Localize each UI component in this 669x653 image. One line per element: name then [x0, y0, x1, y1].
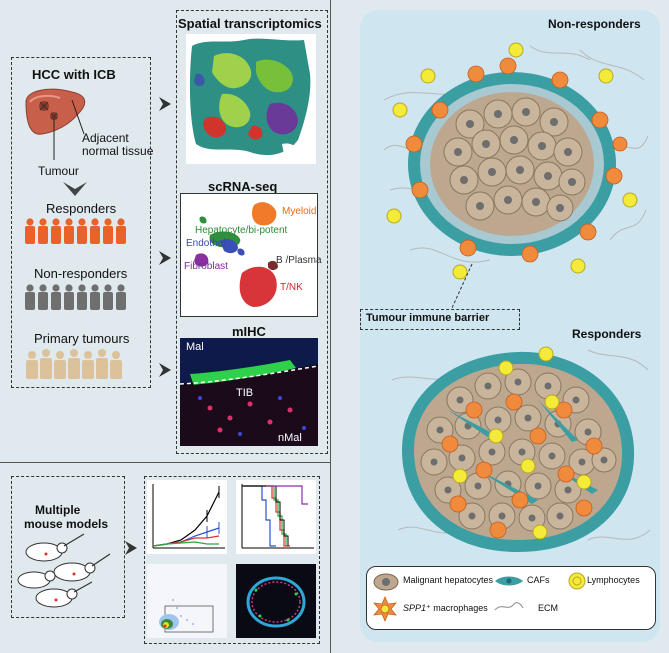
barrier-pointer	[451, 263, 473, 309]
mihc-mal-label: Mal	[186, 341, 204, 353]
legend-lymphocytes: Lymphocytes	[587, 575, 640, 585]
cluster-tnk: T/NK	[280, 282, 303, 293]
liver-illustration	[25, 88, 86, 160]
mouse-title-2: mouse models	[24, 517, 109, 531]
legend-macrophages: SPP1⁺ macrophages	[403, 603, 488, 614]
arrow-right-icon	[159, 97, 171, 111]
fluorescence-image	[236, 564, 316, 638]
mice-illustration	[17, 533, 111, 608]
scrna-umap	[180, 193, 318, 317]
non-responders-people-icon	[25, 284, 126, 310]
legend-ecm: ECM	[538, 603, 558, 613]
barrier-label: Tumour immune barrier	[366, 312, 490, 324]
mouse-results-box	[144, 476, 320, 644]
arrow-right-icon	[159, 363, 171, 377]
responders-people-icon	[25, 218, 126, 244]
spatial-title: Spatial transcriptomics	[178, 16, 322, 31]
spatial-transcriptomics-map	[186, 34, 316, 164]
legend-macrophages-gene: SPP1	[403, 603, 427, 613]
non-responders-label: Non-responders	[34, 266, 128, 281]
adjacent-label-1: Adjacent	[82, 131, 129, 145]
ecm-icon	[494, 602, 524, 611]
adjacent-label-2: normal tissue	[82, 144, 154, 158]
lymphocyte-icon	[568, 572, 586, 590]
primary-people-icon	[26, 349, 122, 379]
mihc-title: mIHC	[232, 324, 266, 339]
malignant-hepatocyte-icon	[373, 573, 399, 591]
mihc-nmal-label: nMal	[278, 432, 302, 444]
macrophage-icon	[373, 596, 397, 622]
survival-plot	[236, 480, 316, 554]
flow-cytometry-plot	[147, 564, 227, 638]
mouse-models-box	[11, 476, 125, 618]
mouse-title-1: Multiple	[35, 503, 81, 517]
arrow-right-icon	[125, 541, 137, 555]
cluster-b-plasma: B /Plasma	[276, 255, 322, 266]
middle-column-box	[176, 10, 328, 454]
chevron-down-icon	[63, 182, 87, 196]
scrna-title: scRNA-seq	[208, 179, 278, 194]
hcc-icb-box	[11, 57, 151, 388]
cluster-hepatocyte: Hepatocyte/bi-potent	[195, 225, 288, 236]
cluster-fibroblast: Fibroblast	[184, 261, 228, 272]
barrier-label-box	[360, 309, 520, 330]
caf-icon	[495, 576, 523, 586]
tumour-label: Tumour	[38, 164, 79, 178]
non-responders-title: Non-responders	[548, 17, 641, 31]
mihc-image	[180, 338, 318, 446]
arrow-right-icon	[159, 251, 171, 265]
responders-title: Responders	[572, 327, 642, 341]
responders-label: Responders	[46, 201, 117, 216]
primary-tumours-label: Primary tumours	[34, 331, 130, 346]
hcc-icb-title: HCC with ICB	[32, 67, 116, 82]
cluster-myeloid: Myeloid	[282, 206, 317, 217]
tumour-growth-plot	[147, 480, 227, 554]
cluster-endothelial: Endothel	[186, 238, 226, 249]
legend-macrophages-rest: ⁺ macrophages	[426, 603, 488, 613]
legend-malignant: Malignant hepatocytes	[403, 575, 494, 585]
mihc-tib-label: TIB	[236, 387, 254, 399]
divider-line	[0, 462, 330, 463]
non-responder-tumour	[383, 42, 649, 280]
legend-cafs: CAFs	[527, 575, 550, 585]
responder-tumour	[391, 346, 651, 552]
divider-vertical	[330, 0, 331, 653]
